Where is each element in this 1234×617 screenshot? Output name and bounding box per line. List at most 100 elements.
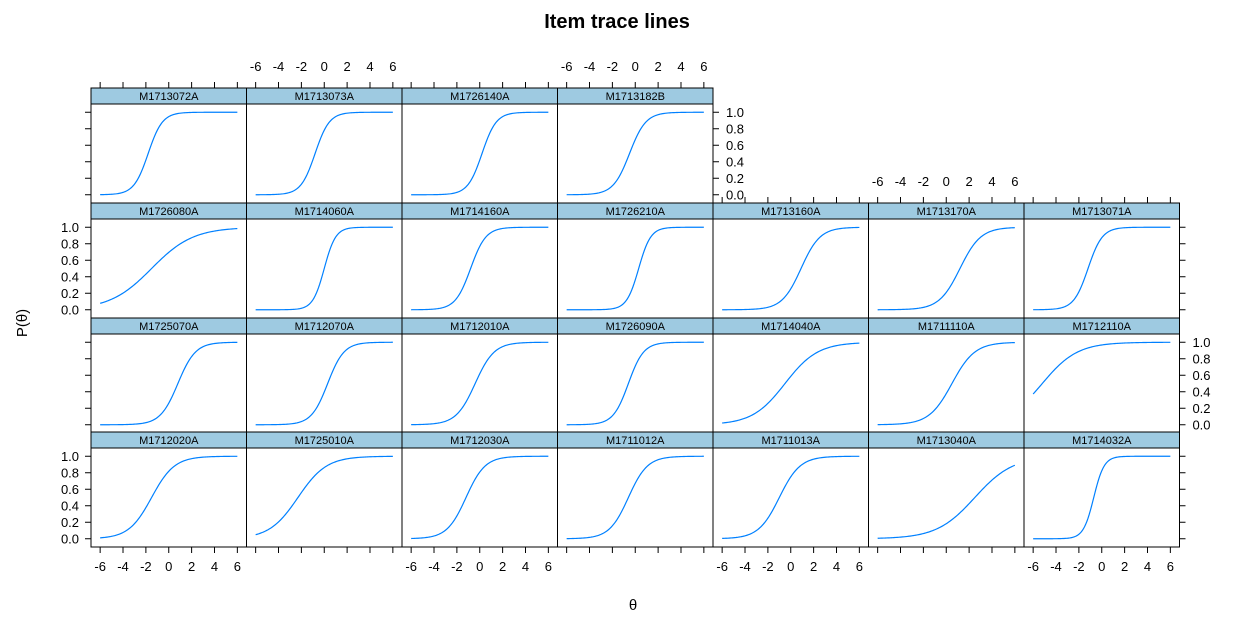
x-tick-label: -4 [117, 559, 129, 574]
series-line-M1725010A [255, 455, 393, 536]
panel-M1711110A: M1711110A [868, 317, 1025, 434]
panel-M1725070A: M1725070A [90, 317, 247, 434]
y-tick-label: 0.2 [726, 171, 744, 186]
panel-M1725010A: M1725010A [246, 431, 403, 548]
series-line-M1725070A [100, 341, 238, 426]
strip-label: M1712110A [1072, 321, 1131, 333]
panel-frame [557, 103, 714, 204]
x-tick-label: 0 [476, 559, 483, 574]
panel-frame [1023, 333, 1180, 434]
panel-frame [90, 447, 247, 548]
x-tick-label: -6 [250, 59, 262, 74]
panel-frame [401, 447, 558, 548]
x-tick-label: 4 [522, 559, 529, 574]
x-tick-label: -2 [607, 59, 619, 74]
series-line-M1726090A [566, 341, 704, 426]
x-tick-label: 4 [677, 59, 684, 74]
x-tick-label: -4 [273, 59, 285, 74]
panel-frame [1023, 218, 1180, 319]
strip-label: M1713040A [917, 435, 977, 447]
x-tick-label: 2 [344, 59, 351, 74]
series-line-M1713170A [877, 227, 1015, 311]
panel-M1713160A: M1713160A [712, 202, 869, 319]
y-tick-label: 0.2 [61, 286, 79, 301]
panel-M1714160A: M1714160A [401, 202, 558, 319]
x-tick-label: -4 [1050, 559, 1062, 574]
x-tick-label: -2 [918, 174, 930, 189]
strip-label: M1713170A [917, 206, 977, 218]
series-line-M1712030A [411, 455, 549, 540]
x-tick-label: -6 [94, 559, 106, 574]
y-tick-label: 0.4 [61, 269, 79, 284]
series-line-M1726140A [411, 111, 549, 196]
panel-frame [868, 218, 1025, 319]
x-tick-label: 0 [165, 559, 172, 574]
strip-label: M1714040A [761, 321, 821, 333]
x-tick-label: 2 [499, 559, 506, 574]
strip-label: M1713072A [139, 91, 199, 103]
y-tick-label: 0.0 [61, 531, 79, 546]
panel-frame [246, 103, 403, 204]
series-line-M1711012A [566, 455, 704, 540]
panel-M1714040A: M1714040A [712, 317, 869, 434]
x-tick-label: -4 [895, 174, 907, 189]
series-line-M1713073A [255, 111, 393, 196]
y-tick-label: 0.6 [61, 482, 79, 497]
y-tick-label: 1.0 [61, 220, 79, 235]
y-tick-label: 0.4 [1192, 384, 1210, 399]
y-tick-label: 0.0 [61, 302, 79, 317]
strip-label: M1725070A [139, 321, 199, 333]
y-tick-label: 1.0 [61, 449, 79, 464]
panels: M1713072A M1713073A M1726140A M1713182B M172… [61, 59, 1211, 574]
x-tick-label: 6 [545, 559, 552, 574]
strip-label: M1726080A [139, 206, 199, 218]
panel-frame [246, 447, 403, 548]
series-line-M1711110A [877, 341, 1015, 426]
series-line-M1713071A [1033, 226, 1171, 311]
x-tick-label: -6 [1027, 559, 1039, 574]
x-tick-label: -2 [762, 559, 774, 574]
strip-label: M1726090A [606, 321, 666, 333]
x-tick-label: 6 [700, 59, 707, 74]
x-tick-label: -6 [405, 559, 417, 574]
panel-frame [712, 333, 869, 434]
panel-frame [557, 333, 714, 434]
strip-label: M1726210A [606, 206, 666, 218]
y-axis-title: P(θ) [14, 309, 31, 337]
panel-frame [1023, 447, 1180, 548]
x-tick-label: 4 [1144, 559, 1151, 574]
y-tick-label: 0.8 [61, 236, 79, 251]
x-tick-label: 0 [632, 59, 639, 74]
x-tick-label: 2 [1121, 559, 1128, 574]
strip-label: M1712020A [139, 435, 199, 447]
strip-label: M1712070A [295, 321, 355, 333]
series-line-M1712020A [100, 455, 238, 539]
x-tick-label: -4 [428, 559, 440, 574]
panel-frame [401, 218, 558, 319]
panel-M1713170A: M1713170A [868, 202, 1025, 319]
series-line-M1714160A [411, 226, 549, 311]
panel-frame [557, 447, 714, 548]
series-line-M1711013A [722, 455, 860, 540]
panel-M1712020A: M1712020A [90, 431, 247, 548]
x-tick-label: 2 [188, 559, 195, 574]
y-tick-label: 0.8 [1192, 351, 1210, 366]
panel-M1726140A: M1726140A [401, 87, 558, 204]
panel-frame [246, 333, 403, 434]
strip-label: M1726140A [450, 91, 510, 103]
y-tick-label: 0.0 [726, 187, 744, 202]
x-tick-label: 2 [966, 174, 973, 189]
strip-label: M1714060A [295, 206, 355, 218]
x-tick-label: 6 [856, 559, 863, 574]
x-tick-label: 6 [234, 559, 241, 574]
panel-frame [868, 333, 1025, 434]
panel-M1726210A: M1726210A [557, 202, 714, 319]
y-tick-label: 0.2 [61, 515, 79, 530]
panel-frame [401, 103, 558, 204]
panel-M1711013A: M1711013A [712, 431, 869, 548]
series-line-M1714032A [1033, 455, 1171, 540]
panel-frame [868, 447, 1025, 548]
strip-label: M1711110A [918, 321, 976, 333]
x-tick-label: -6 [561, 59, 573, 74]
